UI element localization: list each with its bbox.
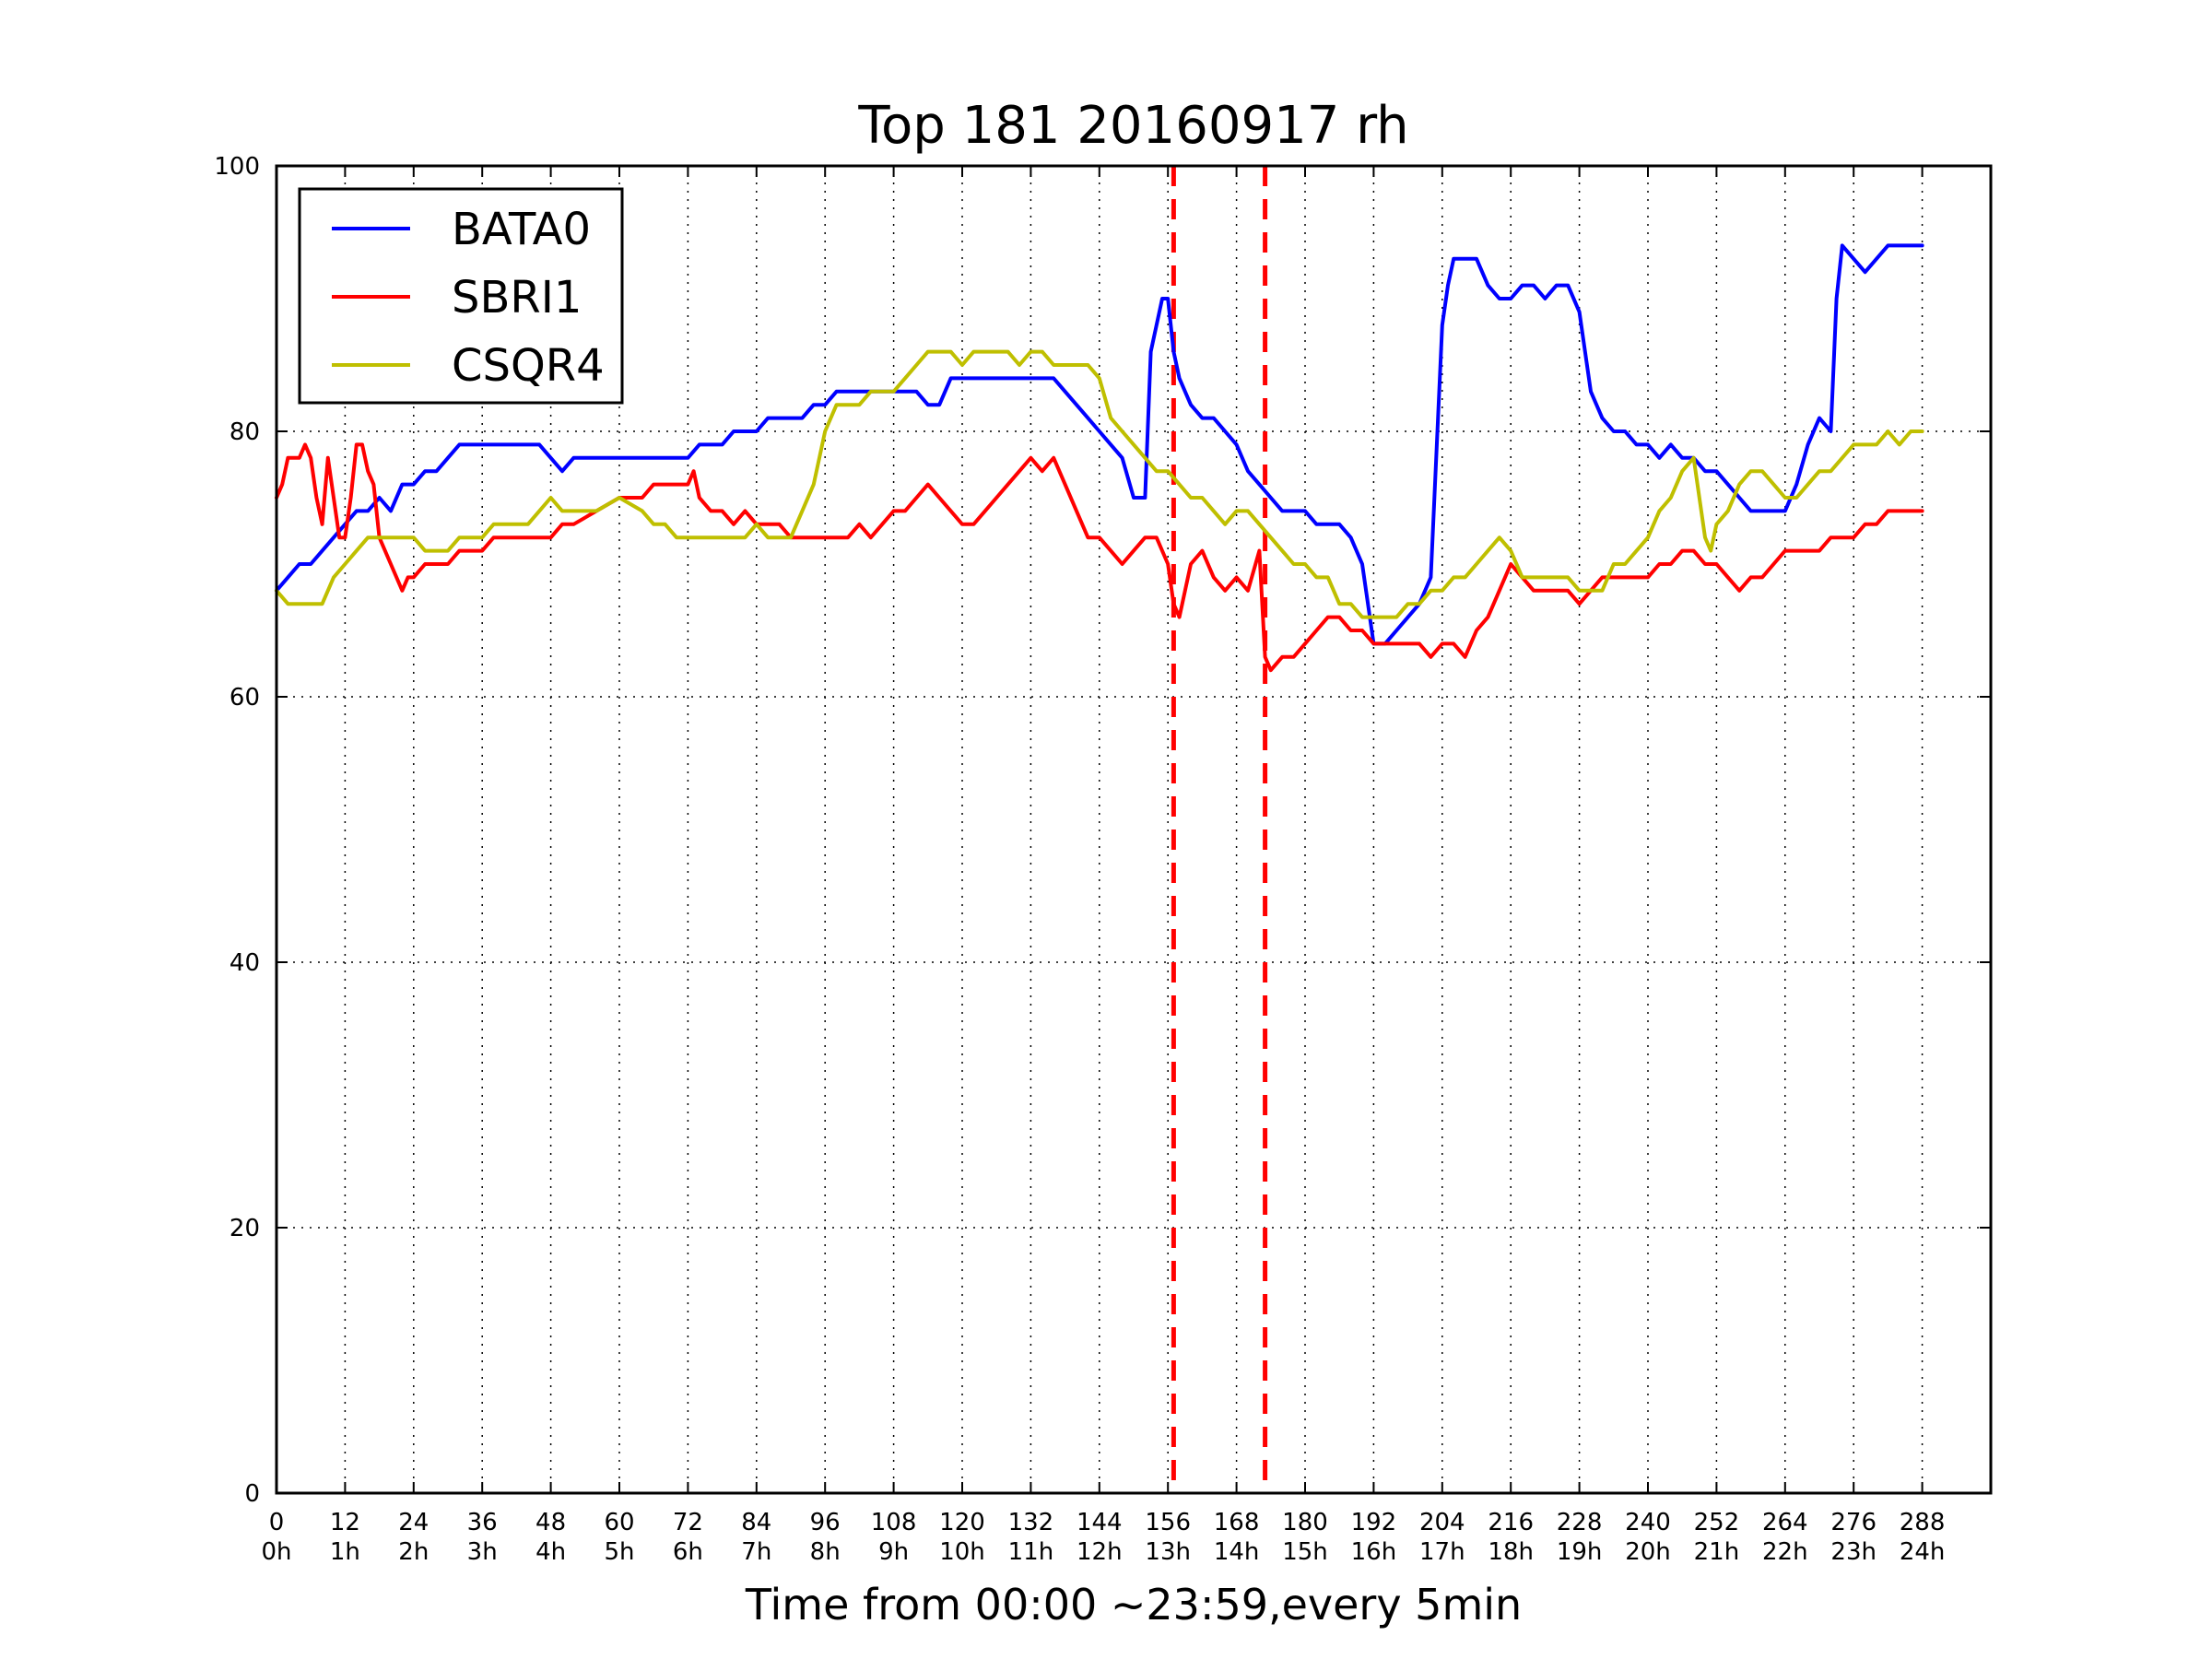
x-tick-label: 24 [398, 1509, 429, 1536]
x-tick-sublabel: 4h [535, 1538, 566, 1566]
x-tick-label: 228 [1557, 1509, 1603, 1536]
x-tick-sublabel: 6h [673, 1538, 703, 1566]
axis-ticks: 00h121h242h363h484h605h726h847h968h1089h… [214, 153, 1991, 1566]
x-tick-label: 108 [871, 1509, 917, 1536]
x-tick-label: 180 [1282, 1509, 1328, 1536]
x-tick-label: 156 [1145, 1509, 1191, 1536]
x-tick-sublabel: 16h [1351, 1538, 1397, 1566]
x-tick-sublabel: 1h [330, 1538, 360, 1566]
series-line-bata0 [275, 243, 1924, 646]
x-tick-sublabel: 19h [1557, 1538, 1603, 1566]
x-tick-sublabel: 21h [1694, 1538, 1740, 1566]
series-line-sbri1 [275, 442, 1924, 673]
x-tick-label: 264 [1762, 1509, 1808, 1536]
x-tick-sublabel: 20h [1625, 1538, 1671, 1566]
legend: BATA0 SBRI1 CSQR4 [298, 187, 624, 405]
x-tick-label: 168 [1214, 1509, 1260, 1536]
x-tick-label: 132 [1008, 1509, 1054, 1536]
reference-lines [1171, 166, 1268, 1493]
legend-label-bata0: BATA0 [452, 204, 591, 255]
x-tick-sublabel: 22h [1762, 1538, 1808, 1566]
x-tick-sublabel: 15h [1282, 1538, 1328, 1566]
x-tick-label: 120 [939, 1509, 985, 1536]
x-tick-label: 204 [1419, 1509, 1465, 1536]
x-tick-label: 84 [741, 1509, 771, 1536]
x-tick-sublabel: 2h [398, 1538, 429, 1566]
x-tick-sublabel: 17h [1419, 1538, 1465, 1566]
x-tick-label: 0 [269, 1509, 285, 1536]
y-tick-label: 40 [229, 949, 260, 977]
x-tick-label: 240 [1625, 1509, 1671, 1536]
x-tick-label: 12 [330, 1509, 360, 1536]
x-tick-sublabel: 3h [467, 1538, 498, 1566]
x-tick-label: 36 [467, 1509, 498, 1536]
x-tick-sublabel: 12h [1077, 1538, 1123, 1566]
x-tick-sublabel: 18h [1488, 1538, 1534, 1566]
x-axis-label: Time from 00:00 ~23:59,every 5min [745, 1580, 1522, 1630]
x-tick-sublabel: 0h [261, 1538, 291, 1566]
x-tick-sublabel: 8h [810, 1538, 841, 1566]
x-tick-label: 288 [1900, 1509, 1946, 1536]
y-tick-label: 20 [229, 1215, 260, 1242]
y-tick-label: 100 [214, 153, 260, 181]
chart-title: Top 181 20160917 rh [857, 96, 1408, 156]
series-line-csqr4 [275, 349, 1924, 619]
x-tick-label: 60 [604, 1509, 634, 1536]
y-tick-label: 80 [229, 418, 260, 446]
legend-label-sbri1: SBRI1 [452, 272, 582, 324]
x-tick-sublabel: 13h [1145, 1538, 1191, 1566]
x-tick-sublabel: 5h [604, 1538, 634, 1566]
x-tick-sublabel: 23h [1830, 1538, 1877, 1566]
x-tick-sublabel: 7h [741, 1538, 771, 1566]
plot-frame [275, 164, 1993, 1495]
x-tick-label: 48 [535, 1509, 566, 1536]
x-tick-label: 216 [1488, 1509, 1534, 1536]
y-tick-label: 0 [244, 1480, 260, 1508]
grid-lines [276, 166, 1991, 1493]
x-tick-sublabel: 11h [1008, 1538, 1054, 1566]
x-tick-label: 276 [1830, 1509, 1877, 1536]
legend-label-csqr4: CSQR4 [452, 340, 605, 392]
x-tick-sublabel: 10h [939, 1538, 985, 1566]
x-tick-sublabel: 9h [878, 1538, 909, 1566]
x-tick-label: 252 [1694, 1509, 1740, 1536]
x-tick-label: 144 [1077, 1509, 1123, 1536]
x-tick-sublabel: 14h [1214, 1538, 1260, 1566]
x-tick-sublabel: 24h [1900, 1538, 1946, 1566]
x-tick-label: 72 [673, 1509, 703, 1536]
x-tick-label: 192 [1351, 1509, 1397, 1536]
y-tick-label: 60 [229, 684, 260, 712]
x-tick-label: 96 [810, 1509, 841, 1536]
series-lines [275, 243, 1924, 673]
